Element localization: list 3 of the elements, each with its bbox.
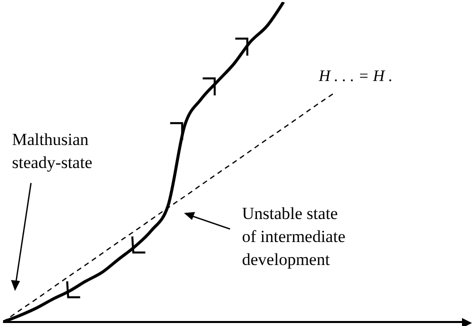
series-label: H . . . = H . [318,68,393,86]
annotation: Unstable state of intermediate development [242,203,346,271]
annotation: Malthusian steady-state [12,129,94,174]
